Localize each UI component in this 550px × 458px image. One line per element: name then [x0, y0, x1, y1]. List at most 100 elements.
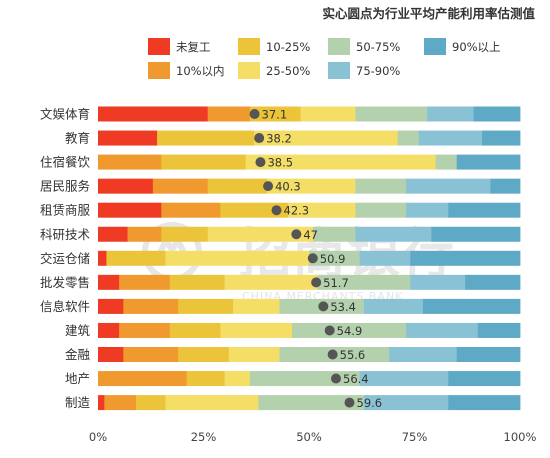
- bar-segment: [98, 130, 158, 146]
- legend-swatch: [148, 62, 170, 79]
- chart-note: 实心圆点为行业平均产能利用率估测值: [322, 6, 535, 21]
- avg-marker: [254, 133, 265, 144]
- x-axis: 0% 25% 50% 75% 100%: [89, 430, 537, 444]
- bar-segment: [98, 250, 107, 266]
- avg-marker: [324, 325, 335, 336]
- bar-segment: [161, 154, 247, 170]
- category-label: 科研技术: [40, 227, 91, 242]
- legend-item-5: 75-90%: [328, 62, 400, 79]
- x-tick-label: 100%: [504, 430, 537, 444]
- category-label: 住宿餐饮: [40, 155, 91, 170]
- category-label: 制造: [65, 395, 91, 410]
- bar-segment: [106, 250, 166, 266]
- bar-segment: [220, 322, 293, 338]
- legend-item-2: 10-25%: [238, 38, 310, 55]
- category-label: 金融: [65, 347, 91, 362]
- bar-segment: [427, 106, 474, 122]
- bar-segment: [406, 178, 491, 194]
- bar-segment: [287, 202, 356, 218]
- bar-row-1: [98, 130, 521, 146]
- bar-segment: [359, 371, 449, 387]
- legend-item-3: 25-50%: [238, 62, 310, 79]
- bar-segment: [220, 202, 289, 218]
- category-label: 地产: [65, 371, 90, 386]
- avg-value-label: 38.2: [266, 132, 292, 146]
- bar-row-8: [98, 298, 521, 314]
- category-label: 建筑: [65, 323, 91, 338]
- bar-segment: [448, 202, 521, 218]
- bar-segment: [258, 395, 365, 411]
- bar-segment: [186, 371, 225, 387]
- bar-segment: [490, 178, 521, 194]
- avg-marker: [307, 253, 318, 264]
- category-labels: 文娱体育教育住宿餐饮居民服务租赁商服科研技术交运仓储批发零售信息软件建筑金融地产…: [40, 107, 91, 411]
- avg-marker: [344, 397, 355, 408]
- avg-value-label: 37.1: [262, 108, 288, 122]
- avg-marker: [271, 205, 282, 216]
- bar-segment: [98, 226, 128, 242]
- legend-swatch: [328, 38, 350, 55]
- bar-segment: [161, 226, 209, 242]
- bar-segment: [482, 130, 521, 146]
- legend-item-4: 50-75%: [328, 38, 400, 55]
- bar-row-9: [98, 322, 521, 338]
- bar-segment: [178, 347, 230, 362]
- bar-segment: [152, 178, 209, 194]
- legend-label: 75-90%: [356, 64, 400, 78]
- avg-value-label: 59.6: [357, 396, 383, 410]
- bar-segment: [98, 347, 124, 362]
- bar-segment: [431, 226, 521, 242]
- bar-segment: [313, 226, 356, 242]
- category-label: 信息软件: [40, 299, 90, 314]
- legend-swatch: [424, 38, 446, 55]
- avg-value-label: 42.3: [284, 204, 310, 218]
- legend: 未复工 10%以内 10-25% 25-50% 50-75% 75-90% 90%以上: [148, 38, 501, 79]
- avg-marker: [263, 181, 274, 192]
- bar-segment: [98, 154, 162, 170]
- bar-segment: [422, 298, 521, 314]
- bar-segment: [123, 347, 179, 362]
- bars: [98, 106, 521, 411]
- x-tick-label: 75%: [402, 430, 428, 444]
- category-label: 批发零售: [40, 275, 90, 290]
- bar-row-3: [98, 178, 521, 194]
- bar-segment: [123, 298, 179, 314]
- x-tick-label: 0%: [89, 430, 107, 444]
- avg-marker: [311, 277, 322, 288]
- avg-value-label: 47: [303, 228, 318, 242]
- bar-segment: [228, 347, 280, 362]
- bar-segment: [98, 178, 154, 194]
- bar-segment: [207, 226, 314, 242]
- legend-label: 10-25%: [266, 40, 310, 54]
- bar-segment: [465, 274, 521, 290]
- bar-segment: [363, 298, 424, 314]
- bar-segment: [98, 395, 105, 411]
- bar-segment: [477, 322, 521, 338]
- bar-segment: [119, 322, 171, 338]
- legend-label: 10%以内: [176, 64, 225, 78]
- bar-segment: [165, 250, 310, 266]
- avg-marker: [318, 301, 329, 312]
- bar-segment: [300, 106, 356, 122]
- bar-segment: [355, 226, 432, 242]
- avg-marker: [255, 157, 266, 168]
- bar-segment: [309, 250, 361, 266]
- bar-segment: [359, 250, 411, 266]
- bar-segment: [406, 202, 449, 218]
- bar-segment: [355, 178, 407, 194]
- legend-item-6: 90%以上: [424, 38, 501, 55]
- bar-segment: [165, 395, 259, 411]
- bar-segment: [355, 202, 407, 218]
- legend-label: 未复工: [176, 40, 211, 54]
- bar-segment: [98, 274, 120, 290]
- bar-segment: [224, 274, 318, 290]
- bar-segment: [410, 250, 521, 266]
- bar-segment: [104, 395, 137, 411]
- bar-segment: [266, 178, 356, 194]
- bar-segment: [456, 154, 521, 170]
- bar-row-2: [98, 154, 521, 170]
- bar-row-10: [98, 347, 521, 362]
- bar-segment: [473, 106, 521, 122]
- bar-segment: [161, 202, 221, 218]
